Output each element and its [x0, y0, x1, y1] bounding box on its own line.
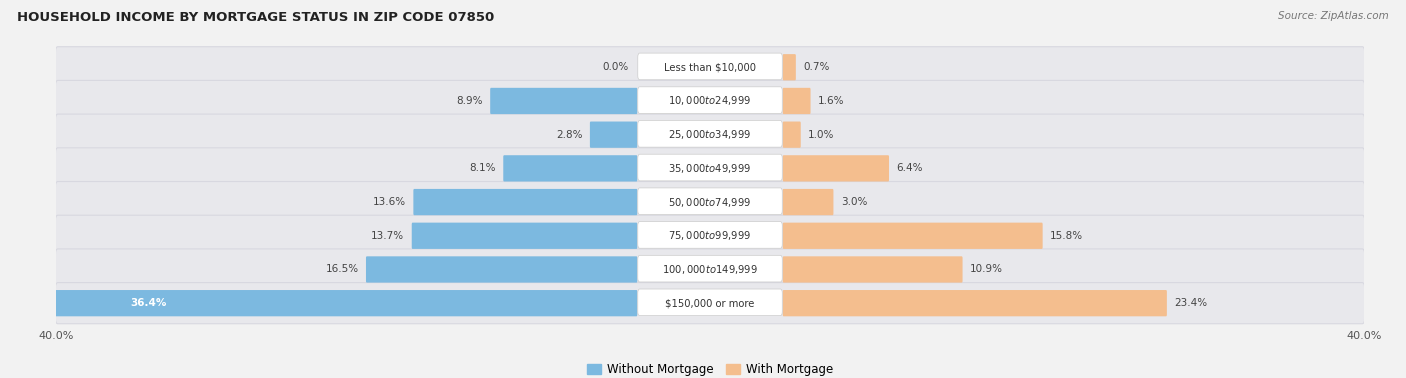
Text: $35,000 to $49,999: $35,000 to $49,999 [668, 162, 752, 175]
FancyBboxPatch shape [783, 290, 1167, 316]
Text: 8.1%: 8.1% [470, 163, 496, 174]
Text: 10.9%: 10.9% [970, 265, 1002, 274]
Text: $75,000 to $99,999: $75,000 to $99,999 [668, 229, 752, 242]
Text: Less than $10,000: Less than $10,000 [664, 62, 756, 72]
FancyBboxPatch shape [55, 215, 1365, 256]
FancyBboxPatch shape [638, 53, 782, 80]
FancyBboxPatch shape [638, 87, 782, 113]
FancyBboxPatch shape [41, 290, 637, 316]
FancyBboxPatch shape [783, 256, 963, 283]
FancyBboxPatch shape [491, 88, 637, 114]
Text: 3.0%: 3.0% [841, 197, 868, 207]
Text: $25,000 to $34,999: $25,000 to $34,999 [668, 128, 752, 141]
Text: $150,000 or more: $150,000 or more [665, 298, 755, 308]
Text: $100,000 to $149,999: $100,000 to $149,999 [662, 263, 758, 276]
Text: 13.7%: 13.7% [371, 231, 405, 241]
FancyBboxPatch shape [366, 256, 637, 283]
FancyBboxPatch shape [783, 223, 1043, 249]
FancyBboxPatch shape [591, 121, 637, 148]
Legend: Without Mortgage, With Mortgage: Without Mortgage, With Mortgage [582, 358, 838, 378]
FancyBboxPatch shape [638, 255, 782, 282]
FancyBboxPatch shape [503, 155, 637, 181]
FancyBboxPatch shape [783, 155, 889, 181]
Text: HOUSEHOLD INCOME BY MORTGAGE STATUS IN ZIP CODE 07850: HOUSEHOLD INCOME BY MORTGAGE STATUS IN Z… [17, 11, 494, 24]
Text: 16.5%: 16.5% [326, 265, 359, 274]
FancyBboxPatch shape [55, 148, 1365, 189]
Text: 8.9%: 8.9% [457, 96, 482, 106]
Text: 6.4%: 6.4% [897, 163, 922, 174]
FancyBboxPatch shape [55, 181, 1365, 223]
Text: 36.4%: 36.4% [131, 298, 167, 308]
FancyBboxPatch shape [638, 289, 782, 316]
Text: 15.8%: 15.8% [1050, 231, 1083, 241]
FancyBboxPatch shape [638, 222, 782, 248]
FancyBboxPatch shape [783, 121, 801, 148]
Text: 1.6%: 1.6% [818, 96, 845, 106]
Text: 0.7%: 0.7% [803, 62, 830, 72]
FancyBboxPatch shape [55, 283, 1365, 324]
FancyBboxPatch shape [55, 114, 1365, 155]
Text: Source: ZipAtlas.com: Source: ZipAtlas.com [1278, 11, 1389, 21]
Text: 23.4%: 23.4% [1174, 298, 1208, 308]
FancyBboxPatch shape [412, 223, 637, 249]
Text: 0.0%: 0.0% [602, 62, 628, 72]
Text: 1.0%: 1.0% [808, 130, 835, 139]
Text: 13.6%: 13.6% [373, 197, 406, 207]
Text: 2.8%: 2.8% [555, 130, 582, 139]
FancyBboxPatch shape [55, 81, 1365, 121]
FancyBboxPatch shape [783, 189, 834, 215]
FancyBboxPatch shape [413, 189, 637, 215]
FancyBboxPatch shape [638, 188, 782, 215]
FancyBboxPatch shape [55, 249, 1365, 290]
FancyBboxPatch shape [783, 88, 810, 114]
FancyBboxPatch shape [638, 154, 782, 181]
FancyBboxPatch shape [638, 121, 782, 147]
Text: $50,000 to $74,999: $50,000 to $74,999 [668, 195, 752, 209]
FancyBboxPatch shape [783, 54, 796, 81]
FancyBboxPatch shape [55, 47, 1365, 88]
Text: $10,000 to $24,999: $10,000 to $24,999 [668, 94, 752, 107]
